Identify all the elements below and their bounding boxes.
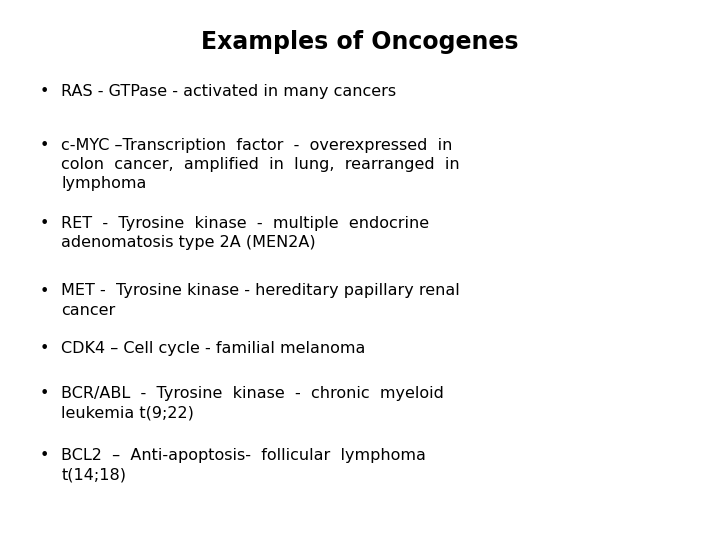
Text: BCR/ABL  -  Tyrosine  kinase  -  chronic  myeloid
leukemia t(9;22): BCR/ABL - Tyrosine kinase - chronic myel…: [61, 386, 444, 420]
Text: RET  -  Tyrosine  kinase  -  multiple  endocrine
adenomat​osis type 2A (MEN2A): RET - Tyrosine kinase - multiple endocri…: [61, 216, 429, 250]
Text: RAS - GTPase - activated in many cancers: RAS - GTPase - activated in many cancers: [61, 84, 396, 99]
Text: •: •: [40, 284, 49, 299]
Text: •: •: [40, 341, 49, 356]
Text: BCL2  –  Anti-apoptosis-  follicular  lymphoma
t(14;18): BCL2 – Anti-apoptosis- follicular lympho…: [61, 448, 426, 482]
Text: •: •: [40, 84, 49, 99]
Text: •: •: [40, 138, 49, 153]
Text: •: •: [40, 386, 49, 401]
Text: c-MYC –Transcription  factor  -  overexpressed  in
colon  cancer,  amplified  in: c-MYC –Transcription factor - overexpres…: [61, 138, 460, 191]
Text: •: •: [40, 216, 49, 231]
Text: •: •: [40, 448, 49, 463]
Text: CDK4 – Cell cycle - familial melanoma: CDK4 – Cell cycle - familial melanoma: [61, 341, 366, 356]
Text: Examples of Oncogenes: Examples of Oncogenes: [202, 30, 518, 53]
Text: MET -  Tyrosine kinase - hereditary papillary renal
cancer: MET - Tyrosine kinase - hereditary papil…: [61, 284, 460, 318]
